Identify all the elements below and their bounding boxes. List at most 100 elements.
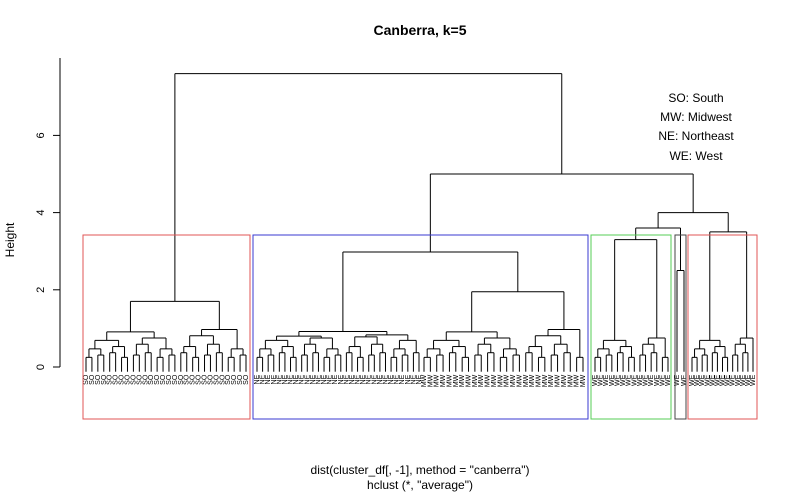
leaf-label: WE	[659, 374, 666, 386]
leaf-label: NE	[315, 374, 322, 384]
leaf-label: WE	[681, 374, 688, 386]
leaf-label: NE	[343, 374, 350, 384]
leaf-label: NE	[310, 374, 317, 384]
leaf-label: WE	[631, 374, 638, 386]
y-tick-label: 0	[35, 364, 47, 370]
chart-subtitle: hclust (*, "average")	[367, 478, 473, 492]
y-tick-label: 4	[35, 210, 47, 216]
leaf-label: MW	[421, 374, 428, 387]
leaf-label: WE	[592, 374, 599, 386]
y-axis: 0 2 4 6	[35, 58, 61, 370]
leaf-label: SO	[213, 374, 220, 385]
leaf-label: MW	[516, 374, 523, 387]
leaf-label: SO	[89, 374, 96, 385]
cluster-box	[674, 234, 687, 420]
leaf-label: MW	[434, 374, 441, 387]
leaf-label: WE	[704, 374, 711, 386]
leaf-label: SO	[178, 374, 185, 385]
cluster-box	[590, 234, 672, 420]
leaf-label: NE	[321, 374, 328, 384]
leaf-label: NE	[371, 374, 378, 384]
leaf-label: MW	[555, 374, 562, 387]
leaf-label: NE	[416, 374, 423, 384]
leaf-label: NE	[332, 374, 339, 384]
leaf-label: MW	[504, 374, 511, 387]
leaf-label: WE	[674, 374, 681, 386]
cluster-box	[82, 234, 251, 420]
leaf-label: WE	[626, 374, 633, 386]
legend: SO: South MW: Midwest NE: Northeast WE: …	[658, 91, 734, 163]
leaf-label: WE	[745, 374, 752, 386]
leaf-label: MW	[491, 374, 498, 387]
leaf-label: SO	[130, 374, 137, 385]
leaf-label: WE	[725, 374, 732, 386]
leaf-label: WE	[730, 374, 737, 386]
leaf-label: NE	[260, 374, 267, 384]
leaf-label: SO	[243, 374, 250, 385]
leaf-label: SO	[196, 374, 203, 385]
leaf-label: NE	[276, 374, 283, 384]
leaf-label: NE	[410, 374, 417, 384]
leaf-label: NE	[254, 374, 261, 384]
leaf-label: NE	[405, 374, 412, 384]
leaf-label: WE	[694, 374, 701, 386]
leaf-label: MW	[574, 374, 581, 387]
leaf-label: WE	[714, 374, 721, 386]
leaf-label: SO	[107, 374, 114, 385]
leaf-label: NE	[327, 374, 334, 384]
leaf-label: NE	[271, 374, 278, 384]
dendrogram-links	[85, 73, 754, 372]
leaf-label: SO	[160, 374, 167, 385]
leaf-label: WE	[750, 374, 757, 386]
leaf-label: SO	[136, 374, 143, 385]
leaf-label: MW	[535, 374, 542, 387]
y-tick-label: 6	[35, 132, 47, 138]
leaf-label: NE	[355, 374, 362, 384]
leaf-label: NE	[394, 374, 401, 384]
leaf-label: MW	[440, 374, 447, 387]
leaf-label: SO	[124, 374, 131, 385]
chart-title: Canberra, k=5	[374, 22, 467, 38]
leaf-label: MW	[580, 374, 587, 387]
leaf-label: NE	[304, 374, 311, 384]
leaf-label: WE	[609, 374, 616, 386]
leaf-label: SO	[207, 374, 214, 385]
leaf-label: MW	[542, 374, 549, 387]
leaf-label: SO	[154, 374, 161, 385]
leaf-label: SO	[172, 374, 179, 385]
leaf-label: MW	[523, 374, 530, 387]
leaf-label: NE	[338, 374, 345, 384]
cluster-boxes	[82, 234, 758, 420]
leaf-label: SO	[166, 374, 173, 385]
leaf-label: MW	[510, 374, 517, 387]
legend-item-mw: MW: Midwest	[660, 110, 732, 124]
leaf-label: MW	[548, 374, 555, 387]
leaf-label: WE	[598, 374, 605, 386]
cluster-box	[687, 234, 758, 420]
leaf-label: WE	[689, 374, 696, 386]
leaf-label: MW	[529, 374, 536, 387]
leaf-label: SO	[237, 374, 244, 385]
leaf-label: WE	[709, 374, 716, 386]
leaf-label: MW	[453, 374, 460, 387]
leaf-label: WE	[620, 374, 627, 386]
leaf-label: NE	[349, 374, 356, 384]
leaf-label: WE	[699, 374, 706, 386]
leaf-label: NE	[377, 374, 384, 384]
leaf-label: SO	[202, 374, 209, 385]
leaf-label: MW	[478, 374, 485, 387]
leaf-label: NE	[360, 374, 367, 384]
leaf-label: WE	[637, 374, 644, 386]
leaf-label: SO	[95, 374, 102, 385]
leaf-label: WE	[614, 374, 621, 386]
x-axis-label: dist(cluster_df[, -1], method = "canberr…	[311, 463, 530, 477]
leaf-label: NE	[299, 374, 306, 384]
leaf-label: MW	[567, 374, 574, 387]
leaf-label: NE	[265, 374, 272, 384]
leaf-label: WE	[648, 374, 655, 386]
leaf-label: NE	[399, 374, 406, 384]
legend-item-we: WE: West	[669, 149, 723, 163]
leaf-label: WE	[665, 374, 672, 386]
leaf-label: MW	[459, 374, 466, 387]
